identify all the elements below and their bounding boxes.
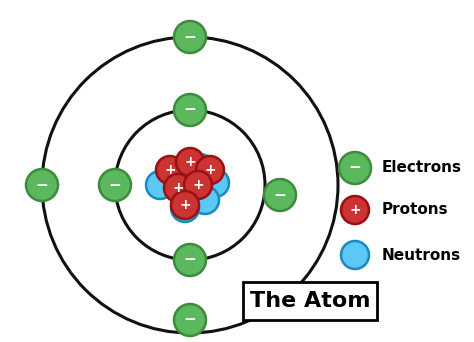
Circle shape [341,196,369,224]
Circle shape [164,174,192,202]
Text: +: + [179,198,191,212]
Circle shape [26,169,58,201]
Text: −: − [183,313,196,328]
Circle shape [196,156,224,184]
Text: −: − [183,29,196,44]
Text: +: + [184,155,196,169]
Text: −: − [36,177,48,193]
Circle shape [156,156,184,184]
Text: −: − [183,103,196,118]
Circle shape [191,186,219,214]
Circle shape [171,194,199,222]
Text: −: − [183,252,196,267]
Text: −: − [273,187,286,202]
Text: Electrons: Electrons [382,160,462,175]
Text: −: − [348,160,361,175]
Text: +: + [164,163,176,177]
Circle shape [164,158,192,186]
Text: Neutrons: Neutrons [382,248,461,263]
Circle shape [264,179,296,211]
Text: +: + [204,163,216,177]
Text: Protons: Protons [382,202,448,218]
Circle shape [171,191,199,219]
Text: The Atom: The Atom [250,291,370,311]
Circle shape [339,152,371,184]
Circle shape [174,94,206,126]
Circle shape [174,244,206,276]
Circle shape [201,169,229,197]
Circle shape [186,154,214,182]
Text: +: + [172,181,184,195]
Circle shape [174,304,206,336]
Circle shape [184,171,212,199]
Circle shape [146,171,174,199]
Text: −: − [109,177,121,193]
Circle shape [99,169,131,201]
Circle shape [341,241,369,269]
Circle shape [174,21,206,53]
Text: +: + [192,178,204,192]
Text: +: + [349,203,361,217]
FancyBboxPatch shape [243,282,377,320]
Circle shape [176,148,204,176]
